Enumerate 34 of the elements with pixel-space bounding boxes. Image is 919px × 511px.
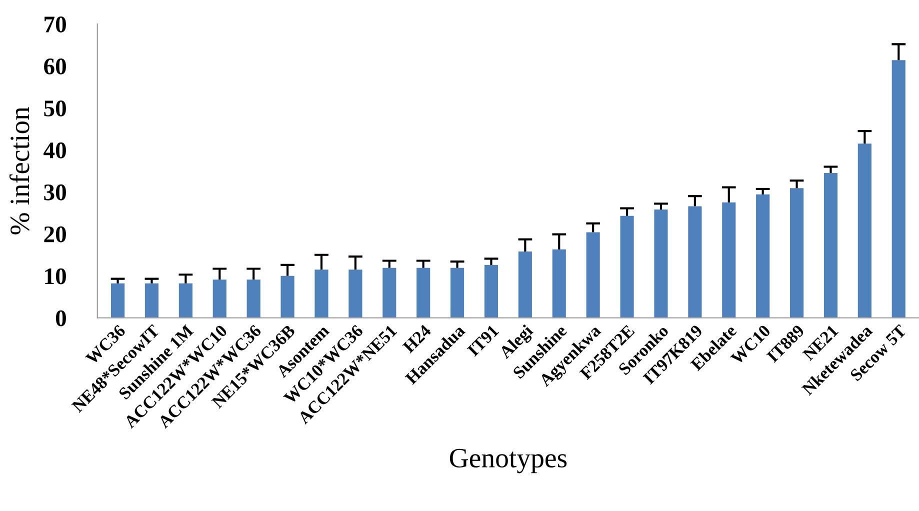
bar [246, 280, 260, 318]
bar [280, 276, 294, 318]
bar [212, 280, 226, 318]
y-tick-label: 40 [44, 142, 66, 158]
y-axis-title: % infection [9, 106, 30, 234]
bar [552, 249, 566, 318]
bar [450, 268, 464, 318]
bar [688, 206, 702, 318]
x-axis-title: Genotypes [450, 448, 567, 474]
bar [110, 283, 125, 318]
y-tick-label: 60 [44, 58, 66, 74]
bar [484, 264, 498, 318]
bar [178, 283, 192, 318]
bar [858, 144, 872, 318]
bar [756, 194, 770, 318]
y-tick-label: 20 [44, 226, 66, 242]
bar [824, 173, 838, 318]
bar [144, 283, 159, 318]
bar [416, 268, 430, 318]
bar [314, 270, 328, 318]
bar [620, 216, 634, 318]
y-tick-label: 30 [44, 184, 66, 200]
bar [722, 202, 736, 318]
y-tick-label: 0 [56, 310, 66, 326]
y-tick-label: 10 [45, 268, 66, 284]
bar [518, 252, 532, 318]
y-tick-label: 50 [44, 100, 66, 116]
bar [382, 268, 396, 318]
bar [654, 210, 668, 318]
bar [790, 188, 804, 318]
bar [586, 232, 600, 318]
bar [892, 60, 906, 318]
bar [348, 270, 362, 318]
y-tick-label: 70 [44, 16, 66, 32]
